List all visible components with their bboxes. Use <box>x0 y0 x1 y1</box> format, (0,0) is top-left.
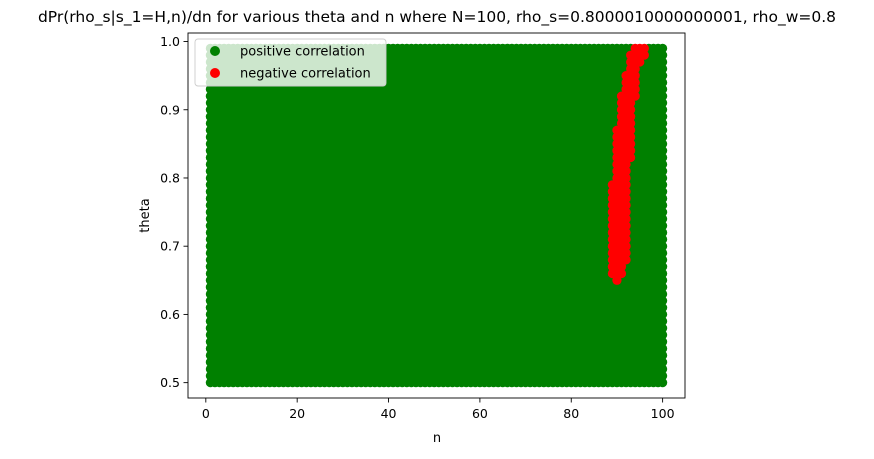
scatter-point-negative <box>621 207 631 217</box>
scatter-point-positive <box>658 91 668 101</box>
scatter-point-positive <box>658 200 668 210</box>
scatter-point-negative <box>621 248 631 258</box>
scatter-point-negative <box>621 187 631 197</box>
scatter-point-negative <box>621 166 631 176</box>
scatter-point-negative <box>630 71 640 81</box>
scatter-point-positive <box>658 241 668 251</box>
scatter-point-positive <box>658 357 668 367</box>
scatter-point-negative <box>621 200 631 210</box>
scatter-point-negative <box>630 64 640 74</box>
scatter-point-positive <box>658 323 668 333</box>
scatter-point-positive <box>658 159 668 169</box>
scatter-point-negative <box>626 98 636 108</box>
scatter-point-negative <box>621 241 631 251</box>
scatter-point-negative <box>626 118 636 128</box>
scatter-point-negative <box>626 139 636 149</box>
scatter-point-negative <box>612 275 622 285</box>
scatter-point-positive <box>658 139 668 149</box>
scatter-point-negative <box>621 193 631 204</box>
scatter-point-negative <box>626 132 636 142</box>
scatter-point-positive <box>658 77 668 88</box>
scatter-point-negative <box>616 268 627 279</box>
series-positive-correlation-points <box>205 43 668 388</box>
scatter-point-positive <box>658 166 668 176</box>
scatter-point-positive <box>658 262 668 272</box>
scatter-point-positive <box>658 43 668 53</box>
scatter-point-positive <box>658 180 668 190</box>
scatter-point-positive <box>658 234 668 244</box>
scatter-point-negative <box>621 255 631 265</box>
scatter-point-negative <box>626 125 636 135</box>
scatter-point-negative <box>635 57 645 67</box>
scatter-point-positive <box>658 303 668 313</box>
scatter-point-positive <box>658 350 668 360</box>
scatter-point-negative <box>630 77 640 88</box>
scatter-point-negative <box>626 105 636 115</box>
scatter-point-negative <box>621 234 631 244</box>
scatter-point-positive <box>658 111 668 122</box>
scatter-point-positive <box>658 207 668 217</box>
scatter-point-positive <box>658 343 668 354</box>
scatter-point-positive <box>658 309 668 320</box>
scatter-point-positive <box>658 227 668 238</box>
scatter-point-negative <box>626 146 636 156</box>
scatter-point-negative <box>626 152 636 163</box>
scatter-point-positive <box>658 50 668 60</box>
scatter-point-negative <box>621 221 631 231</box>
scatter-point-positive <box>658 193 668 204</box>
series-negative-correlation-points <box>607 43 649 285</box>
scatter-point-positive <box>658 275 668 285</box>
scatter-point-positive <box>658 132 668 142</box>
scatter-point-positive <box>658 330 668 340</box>
scatter-point-negative <box>630 91 640 101</box>
scatter-point-negative <box>621 159 631 169</box>
chart-title: dPr(rho_s|s_1=H,n)/dn for various theta … <box>38 8 836 27</box>
scatter-point-positive <box>658 268 668 279</box>
scatter-point-positive <box>658 118 668 128</box>
scatter-point-negative <box>626 111 636 122</box>
scatter-point-negative <box>621 227 631 238</box>
scatter-point-positive <box>658 337 668 347</box>
scatter-point-positive <box>658 64 668 74</box>
scatter-point-positive <box>658 364 668 374</box>
scatter-point-positive <box>658 152 668 163</box>
scatter-point-negative <box>621 173 631 183</box>
scatter-point-positive <box>658 105 668 115</box>
scatter-point-positive <box>658 371 668 381</box>
scatter-point-positive <box>658 84 668 94</box>
scatter-point-positive <box>658 71 668 81</box>
scatter-point-positive <box>658 289 668 299</box>
scatter-point-positive <box>658 221 668 231</box>
scatter-point-positive <box>658 248 668 258</box>
scatter-point-positive <box>658 378 668 388</box>
scatter-point-positive <box>658 57 668 67</box>
scatter-point-positive <box>658 98 668 108</box>
scatter-point-positive <box>658 282 668 292</box>
scatter-point-negative <box>621 214 631 224</box>
scatter-point-negative <box>616 262 627 272</box>
scatter-point-positive <box>658 316 668 326</box>
scatter-point-negative <box>630 84 640 94</box>
scatter-point-positive <box>658 125 668 135</box>
scatter-point-positive <box>658 255 668 265</box>
scatter-point-positive <box>658 173 668 183</box>
scatter-point-positive <box>658 146 668 156</box>
scatter-point-negative <box>621 180 631 190</box>
scatter-point-positive <box>658 296 668 306</box>
scatter-point-positive <box>658 187 668 197</box>
scatter-point-positive <box>658 214 668 224</box>
